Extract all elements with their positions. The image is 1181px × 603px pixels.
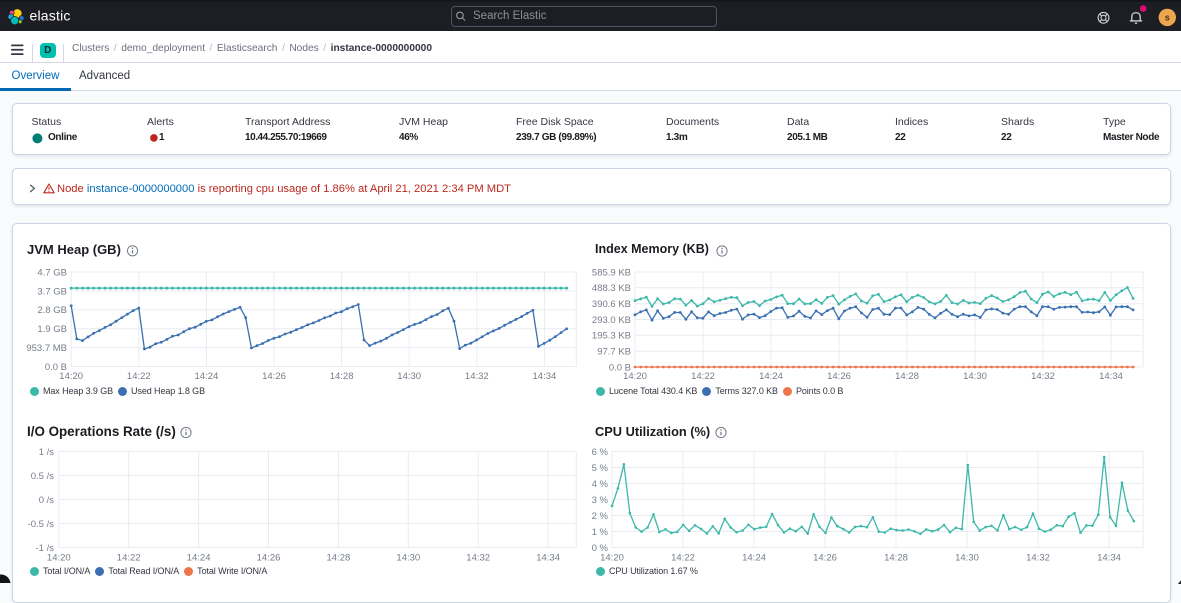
svg-text:0 /s: 0 /s	[39, 495, 55, 506]
svg-text:14:26: 14:26	[827, 371, 851, 382]
svg-text:-1 /s: -1 /s	[36, 543, 55, 554]
svg-text:195.3 KB: 195.3 KB	[592, 331, 631, 342]
svg-text:14:32: 14:32	[465, 371, 489, 382]
svg-text:14:24: 14:24	[759, 371, 783, 382]
svg-text:0.5 /s: 0.5 /s	[31, 471, 54, 482]
svg-text:14:24: 14:24	[195, 371, 219, 382]
svg-text:14:20: 14:20	[623, 371, 647, 382]
svg-text:1 %: 1 %	[592, 527, 609, 538]
svg-text:953.7 MB: 953.7 MB	[26, 343, 67, 354]
svg-text:14:34: 14:34	[1099, 371, 1123, 382]
svg-text:14:22: 14:22	[691, 371, 715, 382]
svg-text:0 %: 0 %	[592, 543, 609, 554]
svg-text:14:28: 14:28	[327, 553, 351, 564]
svg-text:3.7 GB: 3.7 GB	[37, 286, 67, 297]
svg-text:14:26: 14:26	[257, 553, 281, 564]
svg-text:585.9 KB: 585.9 KB	[592, 267, 631, 278]
svg-text:4.7 GB: 4.7 GB	[37, 267, 67, 278]
svg-text:14:22: 14:22	[671, 553, 695, 564]
svg-text:97.7 KB: 97.7 KB	[597, 347, 631, 358]
svg-text:14:28: 14:28	[330, 371, 354, 382]
svg-text:14:28: 14:28	[895, 371, 919, 382]
svg-text:2.8 GB: 2.8 GB	[37, 305, 67, 316]
svg-text:-0.5 /s: -0.5 /s	[28, 519, 55, 530]
svg-text:14:32: 14:32	[466, 553, 490, 564]
svg-text:390.6 KB: 390.6 KB	[592, 299, 631, 310]
svg-text:14:34: 14:34	[1097, 553, 1121, 564]
svg-text:14:26: 14:26	[813, 553, 837, 564]
svg-text:14:22: 14:22	[117, 553, 141, 564]
svg-text:14:20: 14:20	[47, 553, 71, 564]
svg-text:elastic: elastic	[30, 8, 71, 24]
svg-text:0.0 B: 0.0 B	[609, 362, 631, 373]
svg-text:14:30: 14:30	[397, 371, 421, 382]
svg-text:14:34: 14:34	[533, 371, 557, 382]
svg-text:6 %: 6 %	[592, 447, 609, 458]
svg-text:s: s	[1165, 13, 1170, 23]
svg-text:14:22: 14:22	[127, 371, 151, 382]
svg-text:14:30: 14:30	[955, 553, 979, 564]
svg-text:14:26: 14:26	[262, 371, 286, 382]
svg-text:14:34: 14:34	[536, 553, 560, 564]
svg-text:14:20: 14:20	[600, 553, 624, 564]
svg-text:14:30: 14:30	[963, 371, 987, 382]
svg-text:14:28: 14:28	[884, 553, 908, 564]
svg-text:14:20: 14:20	[59, 371, 83, 382]
svg-text:1.9 GB: 1.9 GB	[37, 324, 67, 335]
svg-text:4 %: 4 %	[592, 479, 609, 490]
svg-text:488.3 KB: 488.3 KB	[592, 283, 631, 294]
svg-text:14:30: 14:30	[396, 553, 420, 564]
svg-text:3 %: 3 %	[592, 495, 609, 506]
svg-text:14:32: 14:32	[1031, 371, 1055, 382]
svg-text:14:24: 14:24	[187, 553, 211, 564]
svg-text:14:32: 14:32	[1026, 553, 1050, 564]
svg-text:14:24: 14:24	[742, 553, 766, 564]
svg-text:1 /s: 1 /s	[39, 447, 55, 458]
svg-text:293.0 KB: 293.0 KB	[592, 315, 631, 326]
svg-text:2 %: 2 %	[592, 511, 609, 522]
svg-text:0.0 B: 0.0 B	[45, 362, 67, 373]
svg-text:5 %: 5 %	[592, 463, 609, 474]
